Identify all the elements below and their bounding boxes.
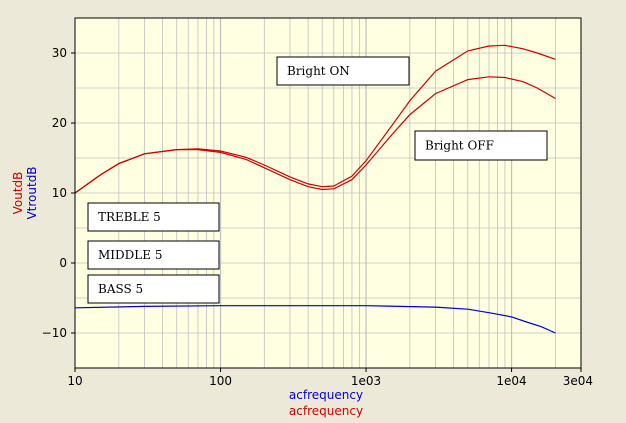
y-tick-label: 0 xyxy=(59,256,67,270)
annotations: Bright ON Bright OFF TREBLE 5 MIDDLE 5 BASS … xyxy=(87,56,548,304)
annotation-label-bright-off: Bright OFF xyxy=(425,139,494,153)
y-tick-label: −10 xyxy=(42,326,67,340)
annotation-box-bright-on xyxy=(276,56,410,86)
tick-group: 10 100 1e03 1e04 3e04 −10 0 10 20 30 xyxy=(42,46,593,388)
x-tick-label: 1e03 xyxy=(351,374,381,388)
x-axis-label-line: acfrequency xyxy=(289,404,363,418)
annotation-label-bass: BASS 5 xyxy=(98,282,143,296)
series-line-3 xyxy=(74,305,556,334)
x-axis-label: acfrequency acfrequency xyxy=(289,388,363,418)
series-group xyxy=(74,44,556,334)
x-axis-label-line: acfrequency xyxy=(289,388,363,402)
annotation-label-treble: TREBLE 5 xyxy=(98,210,161,224)
x-tick-label: 1e04 xyxy=(496,374,526,388)
y-tick-label: 30 xyxy=(52,46,67,60)
x-tick-label: 100 xyxy=(209,374,232,388)
y-tick-label: 20 xyxy=(52,116,67,130)
annotation-box-bass xyxy=(87,274,220,304)
y-tick-label: 10 xyxy=(52,186,67,200)
annotation-label-middle: MIDDLE 5 xyxy=(98,248,162,262)
grid xyxy=(75,18,581,368)
x-tick-label: 10 xyxy=(67,374,82,388)
y-axis-label: VoutdB VtroutdB xyxy=(11,166,39,219)
y-axis-label-line: VoutdB xyxy=(11,172,25,215)
x-tick-label: 3e04 xyxy=(563,374,593,388)
annotation-box-bright-off xyxy=(414,130,548,161)
annotation-label-bright-on: Bright ON xyxy=(287,64,350,78)
series-line-2 xyxy=(74,44,556,194)
annotation-box-treble xyxy=(87,202,220,232)
annotation-box-middle xyxy=(87,240,220,270)
y-axis-label-line: VtroutdB xyxy=(25,166,39,219)
